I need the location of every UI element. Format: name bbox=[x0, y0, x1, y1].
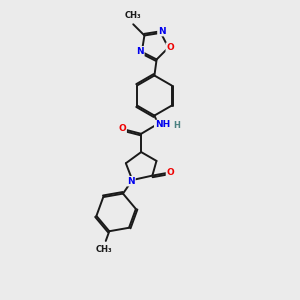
Text: N: N bbox=[158, 27, 166, 36]
Text: H: H bbox=[173, 121, 180, 130]
Text: N: N bbox=[127, 177, 135, 186]
Text: CH₃: CH₃ bbox=[124, 11, 141, 20]
Text: NH: NH bbox=[155, 121, 170, 130]
Text: O: O bbox=[118, 124, 126, 133]
Text: CH₃: CH₃ bbox=[96, 245, 112, 254]
Text: N: N bbox=[136, 47, 144, 56]
Text: O: O bbox=[166, 43, 174, 52]
Text: O: O bbox=[167, 168, 174, 177]
